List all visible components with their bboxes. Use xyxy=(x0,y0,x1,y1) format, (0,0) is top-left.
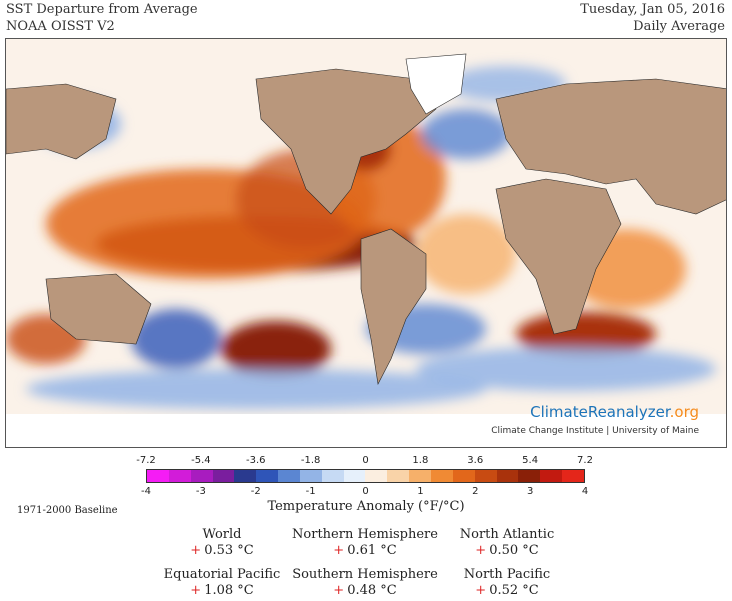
fahrenheit-tick-label: 3.6 xyxy=(467,455,484,466)
date-label: Tuesday, Jan 05, 2016 xyxy=(580,2,725,17)
stat-southern-hemisphere: Southern Hemisphere +0.48 °C xyxy=(265,567,465,599)
colorbar-swatch xyxy=(365,470,388,482)
sst-anomaly-map: ClimateReanalyzer.org Climate Change Ins… xyxy=(5,38,727,448)
colorbar-swatch xyxy=(518,470,541,482)
colorbar-swatch xyxy=(387,470,410,482)
stat-name: World xyxy=(202,527,242,542)
south-america xyxy=(360,228,427,385)
colorbar-swatch xyxy=(343,470,366,482)
eurasia xyxy=(495,78,726,215)
stat-value: +1.08 °C xyxy=(122,583,322,599)
celsius-tick-label: 1 xyxy=(417,486,424,497)
celsius-tick-label: 2 xyxy=(472,486,479,497)
polar-ice xyxy=(6,414,726,447)
east-asia xyxy=(6,83,117,160)
stat-number: 1.08 °C xyxy=(204,583,254,598)
colorbar-swatch xyxy=(496,470,519,482)
color-legend: -7.2 -5.4 -3.6 -1.8 0 1.8 3.6 5.4 7.2 -4 -3 -2 -1 0 1… xyxy=(0,452,732,522)
stat-sign: + xyxy=(475,543,487,558)
celsius-tick-label: 4 xyxy=(581,486,589,497)
celsius-tick-label: -4 xyxy=(141,486,151,497)
fahrenheit-tick-label: -7.2 xyxy=(136,455,156,466)
stat-sign: + xyxy=(333,583,345,598)
stat-name: North Pacific xyxy=(463,567,551,582)
africa xyxy=(495,178,622,335)
map-title: SST Departure from Average xyxy=(6,2,198,17)
dataset-label: NOAA OISST V2 xyxy=(6,19,115,34)
stat-sign: + xyxy=(190,583,202,598)
logo-subtitle: Climate Change Institute | University of… xyxy=(491,426,699,436)
celsius-tick-label: -3 xyxy=(195,486,206,497)
greenland xyxy=(405,53,467,115)
colorbar-swatch xyxy=(430,470,453,482)
stat-sign: + xyxy=(475,583,487,598)
celsius-tick-label: 0 xyxy=(362,486,369,497)
colorbar-swatch xyxy=(234,470,257,482)
stat-number: 0.52 °C xyxy=(489,583,539,598)
celsius-tick-label: 3 xyxy=(526,486,534,497)
colorbar-swatch xyxy=(168,470,191,482)
colorbar-swatch xyxy=(474,470,497,482)
baseline-label: 1971-2000 Baseline xyxy=(17,505,118,516)
stat-name: Southern Hemisphere xyxy=(292,567,438,582)
stat-number: 0.61 °C xyxy=(347,543,397,558)
stat-number: 0.50 °C xyxy=(489,543,539,558)
stat-number: 0.48 °C xyxy=(347,583,397,598)
colorbar-swatch xyxy=(321,470,344,482)
colorbar-swatch xyxy=(256,470,279,482)
fahrenheit-tick-label: -1.8 xyxy=(300,455,321,466)
fahrenheit-tick-label: -5.4 xyxy=(191,455,211,466)
stat-sign: + xyxy=(333,543,345,558)
colorbar-swatch xyxy=(147,470,169,482)
stat-name: Equatorial Pacific xyxy=(163,567,281,582)
climate-reanalyzer-logo[interactable]: ClimateReanalyzer.org xyxy=(530,403,699,421)
stat-number: 0.53 °C xyxy=(204,543,254,558)
stat-value: +0.50 °C xyxy=(407,543,607,559)
colorbar-swatch xyxy=(452,470,475,482)
colorbar-swatch xyxy=(212,470,235,482)
fahrenheit-tick-label: 0 xyxy=(362,455,369,466)
stat-value: +0.48 °C xyxy=(265,583,465,599)
stat-north-pacific: North Pacific +0.52 °C xyxy=(407,567,607,599)
fahrenheit-tick-label: -3.6 xyxy=(245,455,266,466)
colorbar-swatch xyxy=(562,470,584,482)
stat-equatorial-pacific: Equatorial Pacific +1.08 °C xyxy=(122,567,322,599)
colorbar-swatch xyxy=(299,470,322,482)
colorbar-swatch xyxy=(540,470,563,482)
fahrenheit-tick-label: 7.2 xyxy=(577,455,593,466)
map-canvas xyxy=(6,39,726,447)
legend-title: Temperature Anomaly (°F/°C) xyxy=(267,499,465,514)
fahrenheit-tick-label: 5.4 xyxy=(522,455,539,466)
colorbar-swatch xyxy=(409,470,431,482)
land-masses xyxy=(6,53,726,385)
stat-sign: + xyxy=(190,543,202,558)
colorbar xyxy=(146,469,585,483)
stat-value: +0.53 °C xyxy=(122,543,322,559)
celsius-tick-label: -2 xyxy=(250,486,261,497)
stat-value: +0.52 °C xyxy=(407,583,607,599)
colorbar-swatch xyxy=(278,470,300,482)
stat-northern-hemisphere: Northern Hemisphere +0.61 °C xyxy=(265,527,465,559)
colorbar-swatch xyxy=(190,470,213,482)
stat-north-atlantic: North Atlantic +0.50 °C xyxy=(407,527,607,559)
average-type-label: Daily Average xyxy=(633,19,725,34)
australia xyxy=(45,273,152,345)
stat-world: World +0.53 °C xyxy=(122,527,322,559)
stat-name: Northern Hemisphere xyxy=(292,527,438,542)
fahrenheit-tick-label: 1.8 xyxy=(412,455,429,466)
stat-value: +0.61 °C xyxy=(265,543,465,559)
celsius-tick-label: -1 xyxy=(305,486,316,497)
stat-name: North Atlantic xyxy=(459,527,555,542)
